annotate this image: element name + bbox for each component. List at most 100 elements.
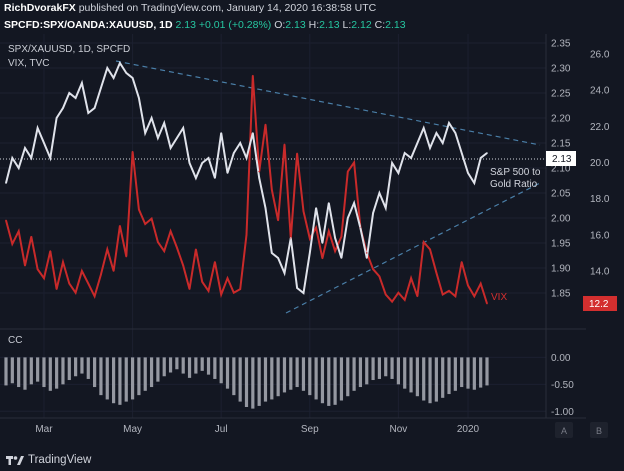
- time-tick-label: Jul: [215, 424, 228, 435]
- vix-point: [391, 300, 393, 303]
- ratio-point: [391, 162, 393, 164]
- correlation-axis[interactable]: 0.00 -0.50 -1.00: [551, 353, 574, 418]
- ratio-point: [138, 97, 140, 99]
- legend-series1[interactable]: SPX/XAUUSD, 1D, SPCFD: [8, 44, 131, 55]
- vix-tick-label: 18.0: [590, 194, 610, 205]
- ratio-point: [258, 177, 260, 179]
- vix-tick-label: 24.0: [590, 86, 610, 97]
- footer-bar: TradingView: [0, 448, 624, 471]
- ratio-point: [479, 157, 482, 159]
- legend-series2[interactable]: VIX, TVC: [8, 58, 50, 69]
- ratio-point: [467, 172, 469, 174]
- vix-point: [384, 293, 387, 296]
- vix-point: [397, 291, 400, 294]
- ratio-point: [226, 172, 229, 174]
- ratio-point: [353, 202, 355, 204]
- vix-point: [119, 224, 121, 227]
- ratio-point: [106, 67, 109, 69]
- ratio-point: [327, 202, 330, 204]
- high-value: 2.13: [319, 19, 340, 31]
- publish-header: RichDvorakFX published on TradingView.co…: [4, 2, 376, 14]
- ratio-point: [182, 127, 185, 129]
- ratio-point: [207, 157, 210, 159]
- ratio-point: [17, 167, 20, 169]
- ratio-point: [169, 147, 172, 149]
- ratio-point: [359, 227, 362, 229]
- scale-button-a[interactable]: [555, 422, 573, 438]
- high-label: H:: [308, 19, 320, 31]
- vix-point: [30, 235, 33, 238]
- vix-tick-label: 20.0: [590, 158, 610, 169]
- vix-point: [144, 223, 147, 225]
- ratio-annotation-line2: Gold Ratio: [490, 179, 538, 190]
- time-tick-label: Sep: [301, 424, 319, 435]
- scale-button-b[interactable]: [590, 422, 608, 438]
- vix-point: [467, 284, 469, 287]
- vix-point: [353, 161, 355, 164]
- vix-point: [68, 282, 71, 285]
- upper-trendline[interactable]: [115, 60, 541, 146]
- ratio-tick-label: 2.15: [551, 139, 571, 150]
- ratio-point: [55, 117, 58, 119]
- vix-point: [49, 250, 52, 252]
- vix-point: [112, 270, 115, 272]
- open-value: 2.13: [285, 19, 306, 31]
- vix-point: [93, 295, 96, 298]
- vix-tick-label: 26.0: [590, 50, 610, 61]
- vix-tick-label: 22.0: [590, 122, 610, 133]
- cc-tick-label: -0.50: [551, 380, 574, 391]
- ratio-point: [30, 157, 33, 159]
- close-label: C:: [374, 19, 386, 31]
- ratio-point: [11, 157, 14, 159]
- tradingview-brand[interactable]: TradingView: [28, 453, 92, 466]
- symbol-name[interactable]: SPCFD:SPX/OANDA:XAUUSD, 1D: [4, 19, 173, 31]
- vix-point: [24, 264, 26, 267]
- change-value: +0.01 (+0.28%): [198, 19, 272, 31]
- ratio-point: [340, 257, 343, 259]
- ratio-point: [74, 97, 77, 99]
- ratio-tick-label: 2.35: [551, 39, 571, 50]
- legend-subpane[interactable]: CC: [8, 335, 23, 346]
- correlation-bars: [4, 357, 489, 409]
- ratio-point: [435, 132, 438, 134]
- vix-point: [100, 273, 102, 276]
- ratio-point: [384, 207, 387, 209]
- ratio-point: [410, 157, 412, 159]
- ratio-point: [131, 77, 134, 79]
- vix-point: [372, 268, 374, 270]
- vix-point: [226, 277, 229, 280]
- vix-point: [327, 230, 330, 233]
- low-label: L:: [342, 19, 352, 31]
- ratio-point: [163, 122, 166, 124]
- vix-points: [5, 74, 488, 305]
- ratio-point: [220, 132, 222, 134]
- ratio-point: [188, 162, 191, 164]
- lower-trendline[interactable]: [285, 182, 541, 314]
- ratio-point: [144, 132, 147, 134]
- vix-point: [346, 170, 349, 173]
- vix-point: [11, 243, 14, 245]
- ratio-point: [245, 157, 248, 159]
- ratio-point: [277, 257, 279, 259]
- time-tick-label: Mar: [35, 424, 53, 435]
- ratio-point: [87, 112, 90, 114]
- ratio-point: [416, 142, 419, 144]
- time-axis[interactable]: Mar May Jul Sep Nov 2020: [35, 424, 479, 435]
- vix-point: [460, 261, 463, 263]
- ratio-axis[interactable]: 2.35 2.30 2.25 2.20 2.15 2.10 2.05 2.00 1.95 1.90…: [551, 39, 571, 300]
- ratio-point: [397, 172, 400, 174]
- ratio-point: [176, 137, 178, 139]
- ratio-points: [5, 62, 488, 294]
- author-name[interactable]: RichDvorakFX: [4, 2, 76, 14]
- vix-point: [302, 210, 305, 213]
- ratio-point: [49, 157, 52, 159]
- ratio-point: [422, 127, 425, 129]
- ratio-point: [233, 152, 235, 154]
- ratio-point: [24, 147, 26, 149]
- vix-point: [81, 270, 83, 272]
- vix-point: [441, 293, 444, 296]
- tradingview-logo-icon[interactable]: [6, 454, 24, 466]
- ratio-point: [239, 142, 241, 144]
- vix-point: [473, 295, 476, 298]
